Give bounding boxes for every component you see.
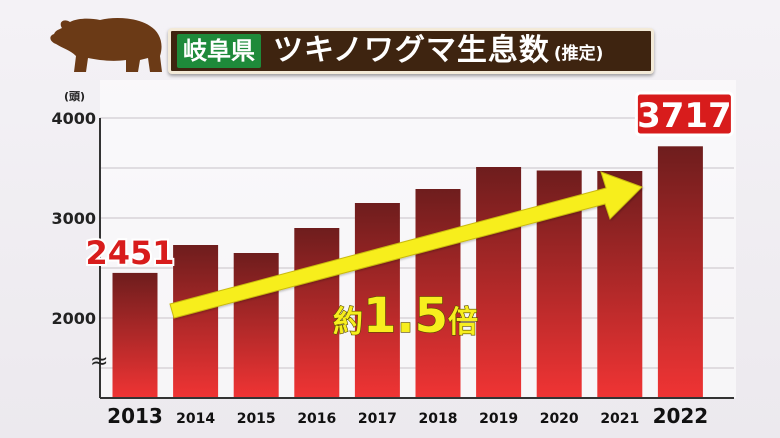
x-tick-label: 2015 — [237, 411, 276, 427]
growth-annotation: 約1.5倍 — [333, 288, 478, 344]
bar-2019 — [476, 167, 522, 398]
x-tick-label: 2018 — [419, 411, 458, 427]
x-tick-label: 2020 — [540, 411, 579, 427]
data-label-2013: 2451 — [85, 234, 174, 272]
chart-title-box: 岐阜県 ツキノワグマ生息数 (推定) — [168, 28, 654, 74]
bar-2017 — [354, 203, 400, 398]
x-tick-label: 2019 — [479, 411, 518, 427]
y-tick-label: 3000 — [51, 209, 96, 228]
y-axis-unit: (頭) — [64, 90, 85, 103]
bar-2013 — [112, 272, 158, 398]
axis-break-symbol: ≈ — [90, 349, 108, 374]
x-tick-label: 2021 — [600, 411, 639, 427]
y-tick-label: 2000 — [51, 309, 96, 328]
bar-2022 — [657, 146, 703, 398]
bar-2016 — [294, 228, 340, 398]
y-tick-label: 4000 — [51, 109, 96, 128]
bar-2014 — [173, 245, 219, 398]
x-tick-label: 2017 — [358, 411, 397, 427]
bar-2018 — [415, 189, 461, 398]
x-tick-label: 2014 — [176, 411, 215, 427]
trend-arrow — [169, 171, 643, 319]
x-tick-label: 2016 — [297, 411, 336, 427]
bar-2015 — [233, 253, 279, 398]
chart-title: ツキノワグマ生息数 — [273, 33, 550, 68]
data-label-2022: 3717 — [637, 96, 732, 136]
x-tick-label: 2013 — [107, 404, 163, 428]
title-region: 岐阜県 — [177, 34, 261, 68]
x-tick-label: 2022 — [653, 404, 709, 428]
title-subtitle: (推定) — [553, 43, 604, 64]
data-label-box — [634, 91, 734, 137]
